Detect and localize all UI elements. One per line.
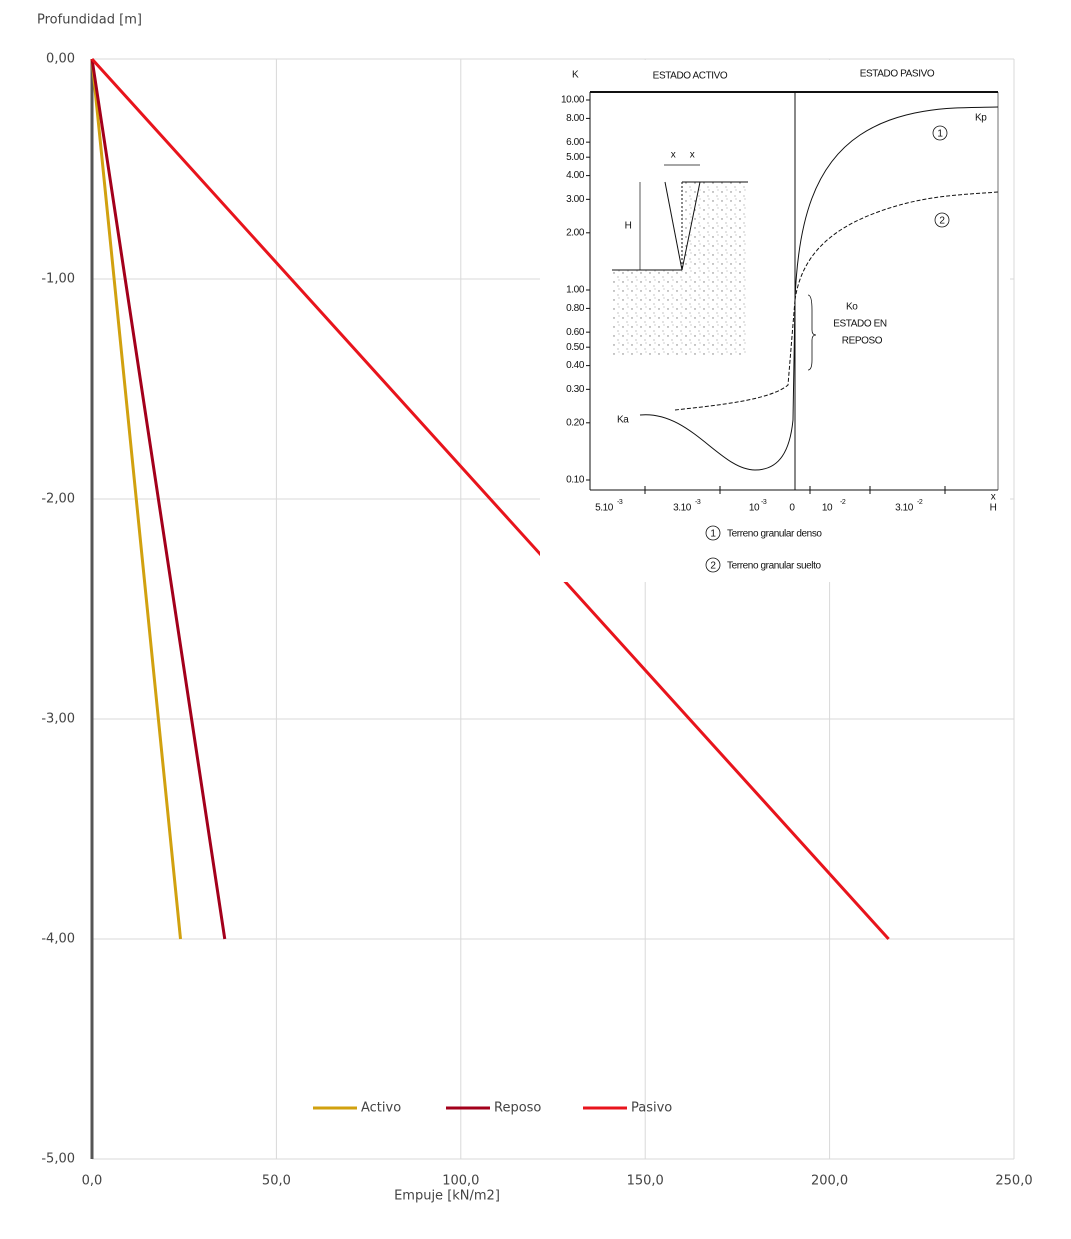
soil-wall [682, 182, 748, 270]
inset-x-exp: -2 [840, 499, 846, 506]
y-tick-label: -5,00 [41, 1152, 75, 1167]
inset-k-tick: 6.00 [566, 137, 585, 148]
wall-rotation [664, 181, 683, 271]
soil [612, 270, 748, 356]
y-tick-label: -4,00 [41, 932, 75, 947]
rest-label: ESTADO EN [833, 319, 887, 330]
kp-curve-dense [794, 106, 999, 301]
y-axis-title: Profundidad [m] [37, 13, 142, 28]
wall-x: x [671, 150, 676, 161]
inset-k-tick: 0.30 [566, 384, 585, 395]
ko-label: Ko [846, 302, 858, 313]
ratio-label: H [990, 503, 997, 514]
inset-k-tick: 0.80 [566, 303, 585, 314]
x-tick-label: 50,0 [262, 1174, 291, 1189]
k-label: K [572, 70, 579, 81]
legend-number: 2 [710, 561, 716, 572]
rest-label: REPOSO [842, 336, 883, 347]
wall-rotation [681, 181, 701, 271]
inset-k-tick: 5.00 [566, 152, 585, 163]
legend-label: Reposo [494, 1101, 541, 1116]
inset-x-tick: 0 [789, 503, 795, 514]
inset-k-tick: 0.50 [566, 342, 585, 353]
y-tick-label: -2,00 [41, 492, 75, 507]
inset-x-exp: -2 [917, 499, 923, 506]
x-tick-label: 250,0 [995, 1174, 1032, 1189]
series-line [90, 58, 227, 940]
curve-marker [932, 125, 948, 141]
inset-k-tick: 10.00 [561, 95, 585, 106]
inset-k-tick: 4.00 [566, 170, 585, 181]
x-tick-label: 200,0 [811, 1174, 848, 1189]
inset-x-tick: 5.10 [595, 503, 614, 514]
inset-k-tick: 2.00 [566, 227, 585, 238]
inset-k-tick: 8.00 [566, 113, 585, 124]
inset-k-tick: 0.60 [566, 327, 585, 338]
inset-k-tick: 0.20 [566, 417, 585, 428]
kp-label: Kp [975, 113, 987, 124]
inset-k-tick: 0.10 [566, 475, 585, 486]
kp-curve-loose [794, 191, 999, 301]
inset-header: ESTADO ACTIVO [653, 71, 728, 82]
inset-header: ESTADO PASIVO [860, 69, 935, 80]
y-tick-label: -1,00 [41, 272, 75, 287]
y-tick-label: 0,00 [46, 52, 75, 67]
y-tick-label: -3,00 [41, 712, 75, 727]
wall-x: x [690, 150, 695, 161]
legend-number: 1 [710, 529, 716, 540]
inset-x-tick: 3.10 [895, 503, 914, 514]
legend-marker [705, 557, 721, 573]
inset-x-tick: 3.10 [673, 503, 692, 514]
curve-number: 1 [937, 129, 943, 140]
inset-k-tick: 3.00 [566, 194, 585, 205]
x-tick-label: 100,0 [442, 1174, 479, 1189]
inset-figure: K ESTADO ACTIVO ESTADO PASIVO x H Kp Ka … [540, 60, 1010, 582]
legend-marker [705, 525, 721, 541]
x-tick-label: 0,0 [82, 1174, 103, 1189]
inset-x-exp: -3 [617, 499, 623, 506]
inset-k-tick: 0.40 [566, 360, 585, 371]
rest-brace [807, 294, 817, 371]
legend-label: Pasivo [631, 1101, 672, 1116]
inset-x-exp: -3 [695, 499, 701, 506]
series-line [90, 57, 890, 941]
ka-curve-loose [674, 299, 796, 411]
legend-text: Terreno granular denso [727, 529, 822, 540]
inset-k-tick: 1.00 [566, 285, 585, 296]
legend-text: Terreno granular suelto [727, 561, 821, 572]
ratio-label: x [991, 492, 996, 503]
curve-number: 2 [939, 216, 945, 227]
inset-x-exp: -3 [761, 499, 767, 506]
inset-x-tick: 10 [749, 503, 760, 514]
ka-curve-dense [639, 299, 796, 471]
inset-x-tick: 10 [822, 503, 833, 514]
series-line [90, 58, 183, 940]
wall-h: H [625, 221, 632, 232]
curve-marker [934, 212, 950, 228]
legend-label: Activo [361, 1101, 401, 1116]
ka-label: Ka [617, 415, 629, 426]
x-tick-label: 150,0 [627, 1174, 664, 1189]
x-axis-title: Empuje [kN/m2] [394, 1189, 500, 1204]
